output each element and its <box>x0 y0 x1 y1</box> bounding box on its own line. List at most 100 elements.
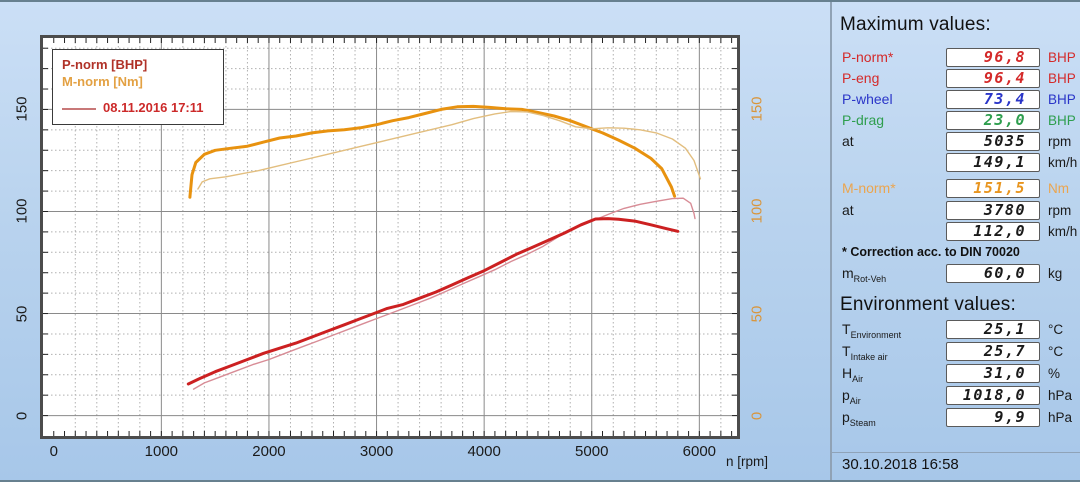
right-axis-tick-label: 100 <box>748 198 766 224</box>
value-text: 112,0 <box>973 222 1026 240</box>
row-label-subscript: Intake air <box>850 351 888 362</box>
value-row-p: pSteam 9,9 hPa <box>840 408 1076 428</box>
x-axis-tick-label: 1000 <box>144 443 179 460</box>
x-axis-title: n [rpm] <box>725 454 768 469</box>
value-text: 25,1 <box>983 320 1026 338</box>
value-text: 96,4 <box>983 69 1026 87</box>
row-label: P-eng <box>842 70 880 86</box>
left-axis-tick-label: 50 <box>13 305 31 322</box>
row-label: TIntake air <box>842 343 888 362</box>
row-label: TEnvironment <box>842 321 902 340</box>
value-display: 112,0 <box>946 222 1040 241</box>
value-text: 73,4 <box>983 90 1026 108</box>
row-label: HAir <box>842 365 864 384</box>
row-unit: % <box>1048 366 1061 381</box>
panel-bottom-rule <box>832 452 1080 453</box>
value-text: 1018,0 <box>962 386 1026 404</box>
value-row-m-norm-: M-norm* 151,5 Nm <box>840 179 1076 198</box>
row-unit: hPa <box>1048 410 1073 425</box>
value-display: 25,1 <box>946 320 1040 339</box>
x-axis-tick-label: 6000 <box>682 443 717 460</box>
row-label: pAir <box>842 387 861 406</box>
row-unit: rpm <box>1048 203 1072 218</box>
value-text: 151,5 <box>973 179 1026 197</box>
value-row-p-norm-: P-norm* 96,8 BHP <box>840 48 1076 67</box>
value-display: 73,4 <box>946 90 1040 109</box>
x-axis-tick-label: 5000 <box>575 443 609 460</box>
value-row-km-h: 149,1 km/h <box>840 153 1078 172</box>
row-label: mRot-Veh <box>842 265 887 284</box>
row-label: P-drag <box>842 112 885 128</box>
value-row-p-eng: P-eng 96,4 BHP <box>840 69 1076 88</box>
plot-frame: P-norm [BHP] M-norm [Nm] 08.11.2016 17:1… <box>40 35 740 439</box>
row-label: pSteam <box>842 409 876 428</box>
row-label: at <box>842 133 854 149</box>
value-display: 31,0 <box>946 364 1040 383</box>
row-unit: rpm <box>1048 134 1072 149</box>
report-datetime: 30.10.2018 16:58 <box>842 456 959 473</box>
x-axis-tick-label: 3000 <box>359 443 394 460</box>
row-label: at <box>842 202 854 218</box>
row-unit: kg <box>1048 266 1063 281</box>
value-display: 5035 <box>946 132 1040 151</box>
row-label: M-norm* <box>842 180 896 196</box>
dyno-chart <box>43 38 737 436</box>
value-display: 9,9 <box>946 408 1040 427</box>
value-row-p-wheel: P-wheel 73,4 BHP <box>840 90 1076 109</box>
correction-note: * Correction acc. to DIN 70020 <box>842 245 1020 259</box>
maximum-values-title: Maximum values: <box>840 14 991 35</box>
value-row-km-h: 112,0 km/h <box>840 222 1078 241</box>
values-panel: Maximum values: P-norm* 96,8 BHP P-eng 96,4 B… <box>832 2 1080 480</box>
row-label-subscript: Environment <box>850 329 902 340</box>
curve-m-norm-08-11-2016 <box>197 110 702 190</box>
right-axis-tick-label: 0 <box>748 411 766 420</box>
left-axis-tick-label: 0 <box>13 411 31 420</box>
x-axis-tick-label: 0 <box>49 443 58 460</box>
value-display: 1018,0 <box>946 386 1040 405</box>
value-text: 96,8 <box>983 48 1026 66</box>
value-row-at: at 3780 rpm <box>840 201 1076 220</box>
value-row-m: mRot-Veh 60,0 kg <box>840 264 1076 284</box>
value-text: 31,0 <box>983 364 1026 382</box>
left-axis-tick-label: 150 <box>13 96 31 122</box>
value-display: 151,5 <box>946 179 1040 198</box>
row-unit: km/h <box>1048 224 1078 239</box>
legend-run-entry: 08.11.2016 17:11 <box>62 99 214 116</box>
environment-values-title: Environment values: <box>840 294 1016 315</box>
row-unit: BHP <box>1048 92 1076 107</box>
row-label-subscript: Steam <box>849 417 876 428</box>
row-label-subscript: Rot-Veh <box>853 273 887 284</box>
value-text: 9,9 <box>994 408 1026 426</box>
legend-power-label: P-norm [BHP] <box>62 57 148 72</box>
row-unit: BHP <box>1048 71 1076 86</box>
value-display: 3780 <box>946 201 1040 220</box>
row-unit: BHP <box>1048 50 1076 65</box>
curve-m-norm-30-10-2018 <box>188 104 677 199</box>
value-display: 60,0 <box>946 264 1040 283</box>
right-axis-tick-label: 50 <box>748 305 766 322</box>
value-display: 96,4 <box>946 69 1040 88</box>
value-row-p-drag: P-drag 23,0 BHP <box>840 111 1076 130</box>
value-text: 25,7 <box>983 342 1026 360</box>
x-axis-tick-label: 2000 <box>252 443 286 460</box>
curve-p-norm-08-11-2016 <box>192 197 696 390</box>
legend-line-sample <box>62 107 96 110</box>
value-text: 149,1 <box>973 153 1026 171</box>
left-axis-tick-label: 100 <box>13 198 31 224</box>
value-text: 60,0 <box>983 264 1026 282</box>
value-row-at: at 5035 rpm <box>840 132 1076 151</box>
value-row-t: TEnvironment 25,1 °C <box>840 320 1076 340</box>
row-unit: °C <box>1048 344 1064 359</box>
right-axis-tick-label: 150 <box>748 96 766 122</box>
row-unit: °C <box>1048 322 1064 337</box>
x-axis-tick-label: 4000 <box>467 443 501 460</box>
panel-divider <box>830 2 832 480</box>
curve-p-norm-30-10-2018 <box>186 217 680 386</box>
value-text: 5035 <box>983 132 1026 150</box>
value-text: 3780 <box>983 201 1026 219</box>
row-unit: km/h <box>1048 155 1078 170</box>
value-display: 25,7 <box>946 342 1040 361</box>
row-unit: hPa <box>1048 388 1073 403</box>
value-row-h: HAir 31,0% <box>840 364 1076 384</box>
